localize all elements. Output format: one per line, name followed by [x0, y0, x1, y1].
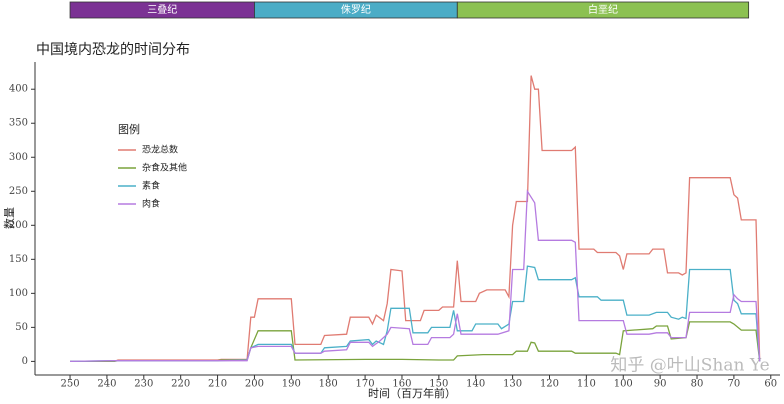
x-tick-label: 80	[691, 379, 704, 390]
x-tick-label: 100	[614, 379, 633, 390]
y-tick-label: 400	[9, 84, 28, 95]
y-axis-label: 数量	[3, 207, 16, 229]
x-tick-label: 250	[60, 379, 79, 390]
y-tick-label: 200	[9, 220, 28, 231]
x-tick-label: 130	[503, 379, 522, 390]
x-tick-label: 180	[319, 379, 338, 390]
x-tick-label: 230	[134, 379, 153, 390]
x-tick-label: 120	[540, 379, 559, 390]
x-tick-label: 150	[429, 379, 448, 390]
x-tick-label: 240	[97, 379, 116, 390]
legend-title: 图例	[118, 122, 140, 136]
series-line	[69, 265, 761, 363]
legend-label: 肉食	[142, 198, 160, 210]
x-tick-label: 170	[356, 379, 375, 390]
y-tick-label: 300	[9, 152, 28, 163]
period-bar	[456, 1, 750, 19]
x-tick-label: 60	[764, 379, 777, 390]
y-tick-label: 350	[9, 118, 28, 129]
legend-label: 杂食及其他	[142, 162, 187, 174]
x-tick-label: 200	[245, 379, 264, 390]
period-label: 三叠纪	[147, 4, 177, 16]
series-line	[69, 189, 761, 363]
series-line	[70, 75, 761, 363]
period-label: 白垩纪	[588, 3, 618, 16]
y-tick-label: 50	[15, 322, 28, 333]
y-tick-label: 150	[9, 254, 28, 265]
x-tick-label: 220	[171, 379, 190, 390]
y-tick-label: 0	[22, 356, 28, 367]
x-tick-label: 210	[208, 379, 227, 390]
legend-label: 素食	[142, 180, 160, 192]
x-tick-label: 190	[282, 379, 301, 390]
x-tick-label: 90	[654, 379, 667, 390]
x-tick-label: 70	[728, 379, 741, 390]
x-axis-label: 时间（百万年前）	[368, 386, 456, 400]
y-tick-label: 250	[9, 186, 28, 197]
x-tick-label: 110	[577, 379, 596, 390]
period-label: 侏罗纪	[341, 4, 371, 16]
legend-label: 恐龙总数	[142, 144, 178, 156]
x-tick-label: 140	[466, 379, 485, 390]
x-tick-label: 160	[392, 379, 411, 390]
watermark: 知乎 @叶山Shan Ye	[610, 356, 769, 376]
y-tick-label: 100	[9, 288, 28, 299]
chart-title: 中国境内恐龙的时间分布	[36, 42, 190, 58]
